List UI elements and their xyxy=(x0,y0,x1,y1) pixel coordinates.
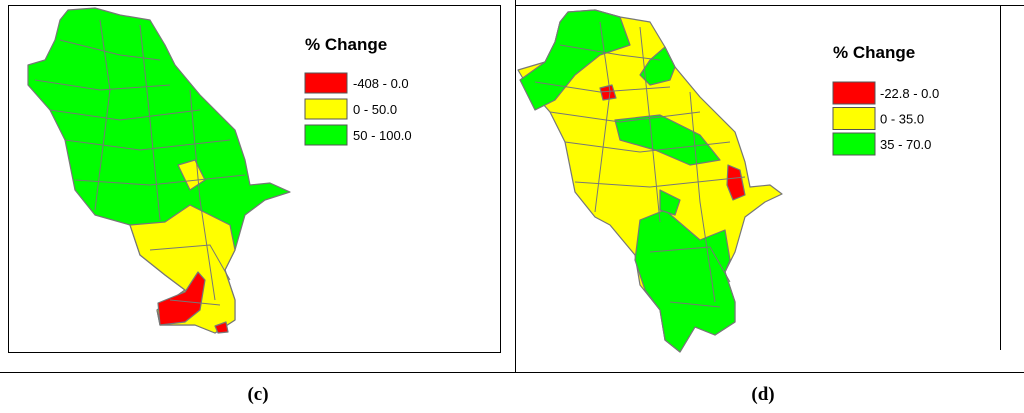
legend-swatch xyxy=(304,98,348,120)
legend-title: % Change xyxy=(833,43,915,62)
legend-title: % Change xyxy=(305,35,387,54)
legend-swatch xyxy=(832,81,876,105)
legend-label: 50 - 100.0 xyxy=(353,128,412,143)
legend-swatch xyxy=(304,124,348,146)
panel-label: (c) xyxy=(247,384,268,405)
frames xyxy=(0,0,1024,373)
legend-label: -408 - 0.0 xyxy=(353,76,409,91)
map-c xyxy=(27,7,291,334)
legend-label: 35 - 70.0 xyxy=(880,137,931,152)
legend-label: 0 - 35.0 xyxy=(880,112,924,127)
panel-label: (d) xyxy=(751,384,774,405)
legend-label: -22.8 - 0.0 xyxy=(880,86,939,101)
legend-swatch xyxy=(832,132,876,156)
panel-frame xyxy=(8,5,501,353)
legend-label: 0 - 50.0 xyxy=(353,102,397,117)
map-d xyxy=(517,9,783,353)
legend-swatch xyxy=(832,107,876,130)
legend-swatch xyxy=(304,72,348,94)
